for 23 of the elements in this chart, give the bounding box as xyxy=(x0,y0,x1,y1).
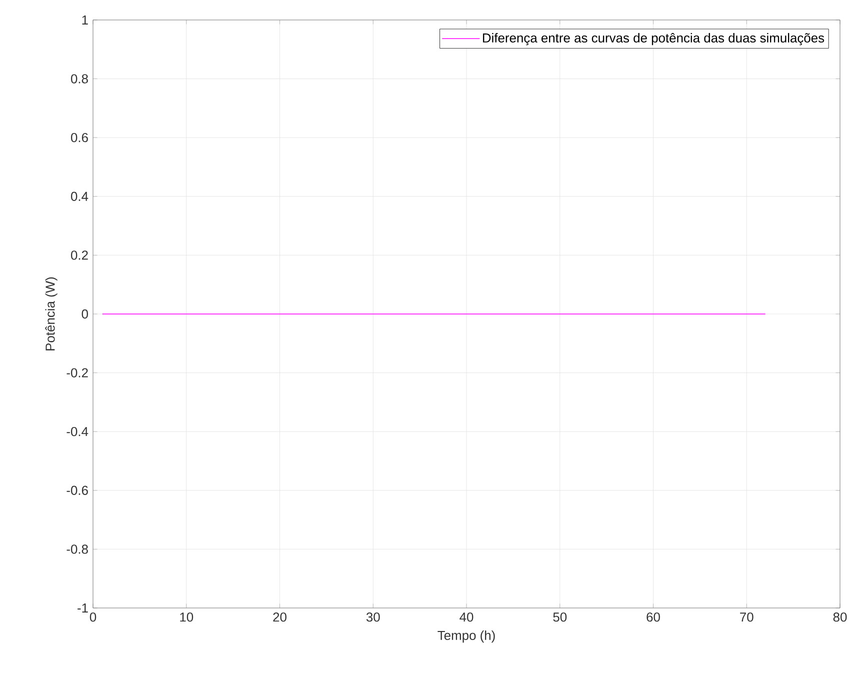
y-tick-label: 0.2 xyxy=(70,250,88,260)
x-tick-label: 30 xyxy=(366,612,380,622)
y-tick-label: -0.6 xyxy=(66,486,88,495)
y-axis-title: Potência (W) xyxy=(45,277,58,350)
x-tick-label: 0 xyxy=(90,612,96,622)
legend-label: Diferença entre as curvas de potência das duas simulações xyxy=(482,32,824,46)
y-tick-label: 0 xyxy=(82,309,88,319)
y-tick-label: -1 xyxy=(78,604,88,612)
x-axis-title: Tempo (h) xyxy=(438,630,495,643)
y-tick-label: -0.4 xyxy=(66,426,88,436)
y-tick-label: 1 xyxy=(82,16,88,24)
x-tick-label: 20 xyxy=(273,612,286,622)
y-tick-label: 0.4 xyxy=(70,192,88,201)
y-tick-label: -0.2 xyxy=(66,368,88,378)
x-tick-label: 70 xyxy=(740,612,754,622)
x-tick-label: 10 xyxy=(180,612,194,622)
x-tick-label: 60 xyxy=(646,612,660,622)
x-tick-label: 50 xyxy=(553,612,567,622)
y-tick-label: 0.8 xyxy=(70,74,88,84)
x-tick-label: 80 xyxy=(833,612,847,622)
y-tick-label: -0.8 xyxy=(66,544,88,554)
x-tick-label: 40 xyxy=(460,612,474,622)
y-tick-label: 0.6 xyxy=(70,132,88,142)
